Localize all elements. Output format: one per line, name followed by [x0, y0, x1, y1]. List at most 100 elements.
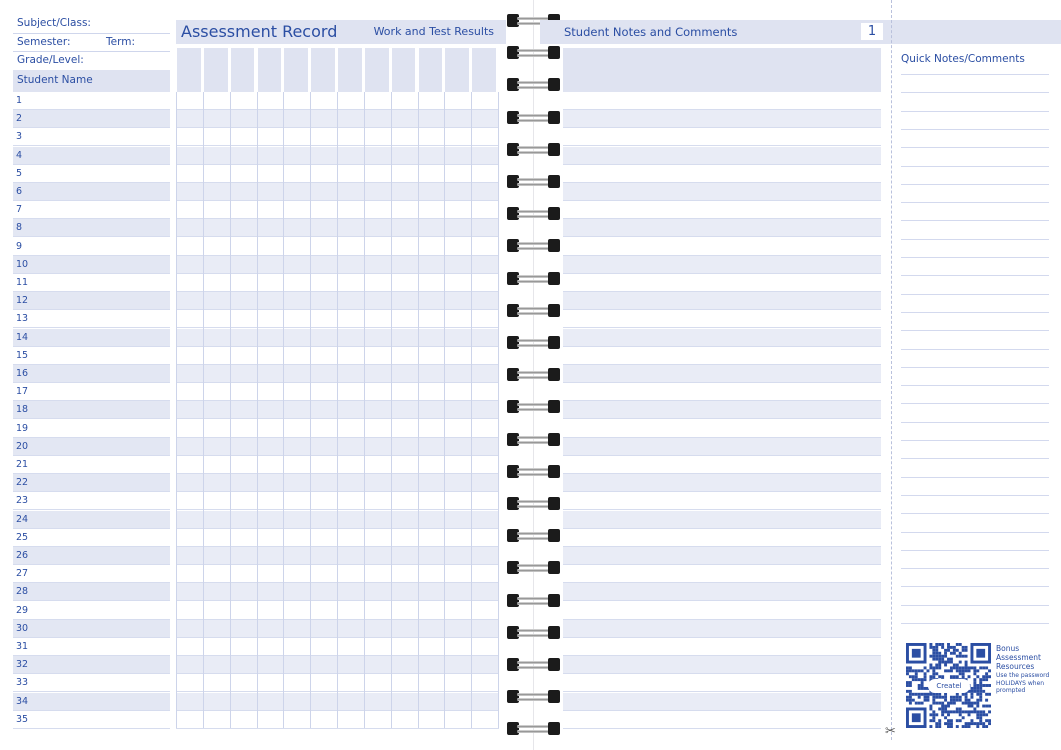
- notes-row[interactable]: [563, 183, 881, 201]
- quick-note-line[interactable]: [901, 549, 1049, 551]
- column-header-cell[interactable]: [257, 48, 282, 92]
- student-row[interactable]: 12: [13, 292, 170, 311]
- student-row[interactable]: 17: [13, 383, 170, 402]
- student-row[interactable]: 27: [13, 565, 170, 584]
- notes-row[interactable]: [563, 92, 881, 110]
- notes-row[interactable]: [563, 238, 881, 256]
- quick-note-line[interactable]: [901, 366, 1049, 368]
- quick-note-line[interactable]: [901, 220, 1049, 222]
- quick-note-line[interactable]: [901, 494, 1049, 496]
- quick-note-line[interactable]: [901, 293, 1049, 295]
- quick-note-line[interactable]: [901, 421, 1049, 423]
- quick-note-line[interactable]: [901, 385, 1049, 387]
- student-row[interactable]: 6: [13, 183, 170, 201]
- quick-note-line[interactable]: [901, 330, 1049, 332]
- quick-note-line[interactable]: [901, 458, 1049, 460]
- quick-note-line[interactable]: [901, 440, 1049, 441]
- quick-note-line[interactable]: [901, 476, 1049, 478]
- quick-note-line[interactable]: [901, 92, 1049, 94]
- notes-row[interactable]: [563, 128, 881, 147]
- notes-row[interactable]: [563, 219, 881, 238]
- student-row[interactable]: 19: [13, 420, 170, 438]
- quick-note-line[interactable]: [901, 238, 1049, 240]
- notes-row[interactable]: [563, 420, 881, 438]
- qr-code[interactable]: Createl: [906, 643, 991, 728]
- student-row[interactable]: 32: [13, 656, 170, 675]
- notes-row[interactable]: [563, 583, 881, 602]
- student-row[interactable]: 34: [13, 692, 170, 711]
- student-row[interactable]: 35: [13, 711, 170, 729]
- student-row[interactable]: 23: [13, 492, 170, 511]
- column-header-cell[interactable]: [391, 48, 416, 92]
- column-header-cell[interactable]: [472, 48, 496, 92]
- student-row[interactable]: 14: [13, 328, 170, 347]
- grid-row[interactable]: [176, 711, 499, 729]
- notes-row[interactable]: [563, 619, 881, 638]
- notes-row[interactable]: [563, 492, 881, 511]
- student-row[interactable]: 9: [13, 238, 170, 256]
- student-row[interactable]: 15: [13, 347, 170, 365]
- notes-row[interactable]: [563, 255, 881, 274]
- notes-row[interactable]: [563, 401, 881, 420]
- notes-row[interactable]: [563, 602, 881, 620]
- notes-row[interactable]: [563, 292, 881, 311]
- notes-row[interactable]: [563, 692, 881, 711]
- quick-note-line[interactable]: [901, 257, 1049, 258]
- quick-note-line[interactable]: [901, 531, 1049, 533]
- quick-note-line[interactable]: [901, 275, 1049, 277]
- student-row[interactable]: 2: [13, 110, 170, 129]
- student-row[interactable]: 7: [13, 201, 170, 220]
- quick-note-line[interactable]: [901, 513, 1049, 515]
- column-header-cell[interactable]: [338, 48, 362, 92]
- student-row[interactable]: 22: [13, 474, 170, 493]
- notes-row[interactable]: [563, 201, 881, 220]
- quick-note-line[interactable]: [901, 604, 1049, 606]
- column-header-cell[interactable]: [230, 48, 255, 92]
- quick-note-line[interactable]: [901, 128, 1049, 130]
- student-row[interactable]: 16: [13, 365, 170, 383]
- student-row[interactable]: 11: [13, 274, 170, 292]
- quick-note-line[interactable]: [901, 147, 1049, 149]
- notes-row[interactable]: [563, 437, 881, 456]
- student-row[interactable]: 26: [13, 547, 170, 565]
- notes-row[interactable]: [563, 456, 881, 474]
- notes-row[interactable]: [563, 674, 881, 693]
- column-header-cell[interactable]: [177, 48, 201, 92]
- column-header-cell[interactable]: [445, 48, 470, 92]
- quick-note-line[interactable]: [901, 110, 1049, 112]
- notes-row[interactable]: [563, 529, 881, 547]
- student-row[interactable]: 25: [13, 529, 170, 547]
- student-row[interactable]: 20: [13, 437, 170, 456]
- quick-note-line[interactable]: [901, 165, 1049, 167]
- notes-row[interactable]: [563, 510, 881, 529]
- student-row[interactable]: 33: [13, 674, 170, 693]
- notes-row[interactable]: [563, 474, 881, 493]
- quick-note-line[interactable]: [901, 348, 1049, 350]
- student-row[interactable]: 24: [13, 510, 170, 529]
- quick-note-line[interactable]: [901, 74, 1049, 75]
- student-row[interactable]: 1: [13, 92, 170, 110]
- notes-row[interactable]: [563, 565, 881, 584]
- student-row[interactable]: 13: [13, 310, 170, 329]
- student-row[interactable]: 28: [13, 583, 170, 602]
- quick-note-line[interactable]: [901, 183, 1049, 185]
- notes-row[interactable]: [563, 274, 881, 292]
- notes-row[interactable]: [563, 656, 881, 675]
- student-row[interactable]: 31: [13, 638, 170, 656]
- student-row[interactable]: 8: [13, 219, 170, 238]
- quick-note-line[interactable]: [901, 586, 1049, 588]
- notes-row[interactable]: [563, 310, 881, 329]
- quick-note-line[interactable]: [901, 311, 1049, 313]
- column-header-cell[interactable]: [311, 48, 335, 92]
- column-header-cell[interactable]: [203, 48, 228, 92]
- quick-note-line[interactable]: [901, 202, 1049, 204]
- student-row[interactable]: 5: [13, 165, 170, 183]
- quick-note-line[interactable]: [901, 568, 1049, 570]
- notes-row[interactable]: [563, 711, 881, 729]
- notes-row[interactable]: [563, 347, 881, 365]
- column-header-cell[interactable]: [364, 48, 389, 92]
- student-row[interactable]: 4: [13, 146, 170, 165]
- student-row[interactable]: 30: [13, 619, 170, 638]
- notes-row[interactable]: [563, 365, 881, 383]
- column-header-cell[interactable]: [284, 48, 309, 92]
